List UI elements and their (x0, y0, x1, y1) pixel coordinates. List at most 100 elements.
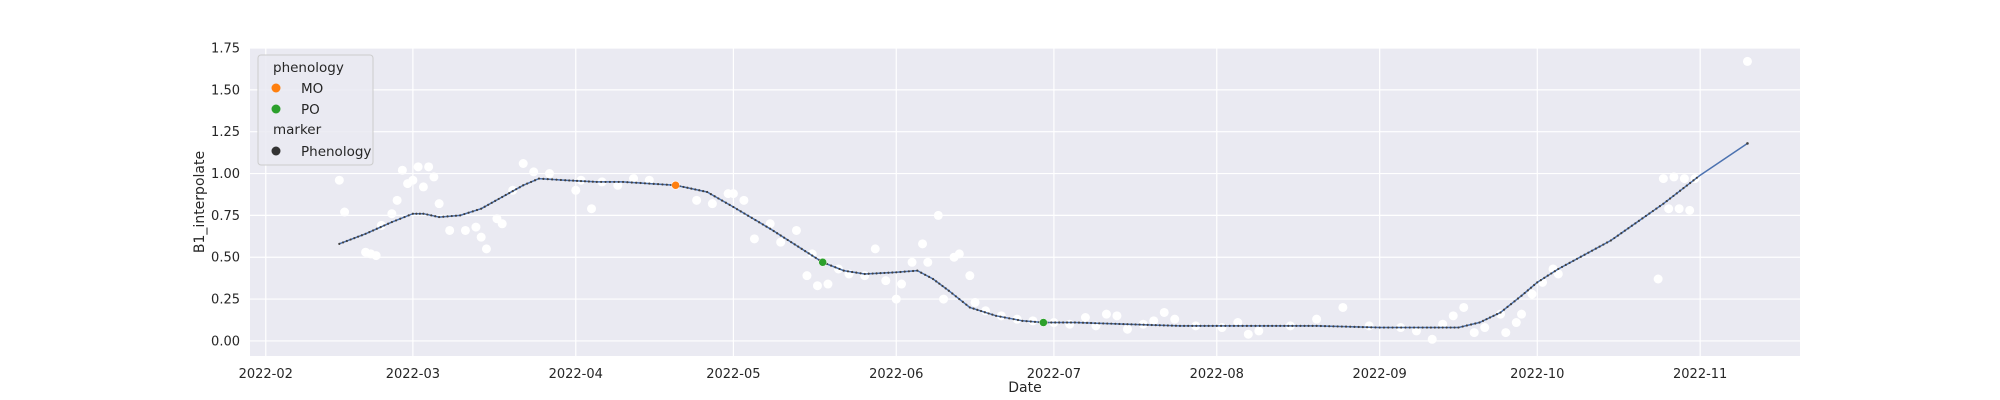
x-tick-label-9: 2022-11 (1673, 367, 1727, 382)
curve-marker-235 (1267, 324, 1270, 327)
curve-marker-173 (1012, 318, 1015, 321)
curve-marker-62 (579, 179, 583, 183)
curve-marker-231 (1250, 324, 1253, 327)
curve-marker-315 (1579, 255, 1582, 258)
curve-marker-64 (587, 180, 590, 183)
observation-point-67 (1028, 316, 1038, 326)
observation-point-12 (418, 182, 428, 192)
curve-marker-46 (515, 188, 518, 191)
observation-point-91 (1438, 319, 1448, 329)
legend-box (257, 54, 374, 166)
curve-marker-313 (1572, 259, 1575, 262)
curve-marker-49 (526, 182, 529, 185)
curve-marker-131 (851, 270, 854, 274)
curve-marker-267 (1400, 326, 1403, 329)
curve-marker-336 (1655, 207, 1658, 210)
curve-marker-27 (442, 215, 445, 218)
curve-marker-176 (1025, 320, 1028, 323)
curve-marker-190 (1081, 321, 1085, 324)
observation-point-57 (923, 257, 933, 267)
curve-marker-end (1746, 142, 1749, 145)
curve-marker-331 (1637, 219, 1640, 222)
observation-point-46 (812, 281, 822, 291)
observation-point-77 (1159, 307, 1169, 317)
curve-marker-175 (1021, 319, 1024, 322)
curve-marker-276 (1437, 326, 1440, 329)
curve-marker-82 (665, 183, 668, 186)
observation-point-100 (1527, 289, 1537, 299)
curve-marker-211 (1166, 324, 1169, 327)
curve-marker-100 (735, 208, 739, 211)
curve-marker-253 (1340, 325, 1343, 328)
curve-marker-18 (407, 214, 410, 217)
curve-marker-56 (555, 178, 558, 181)
x-tick-label-0: 2022-02 (239, 367, 293, 382)
curve-marker-329 (1630, 224, 1633, 227)
curve-marker-139 (883, 271, 886, 275)
curve-marker-344 (1682, 187, 1685, 190)
legend: phenology MO PO marker Phenology (257, 54, 374, 166)
y-tick-label-3: 0.75 (211, 209, 240, 224)
observation-point-104 (1653, 274, 1663, 284)
observation-points (334, 56, 1752, 344)
curve-marker-229 (1241, 324, 1244, 327)
curve-marker-292 (1499, 311, 1502, 314)
curve-marker-178 (1033, 320, 1037, 323)
curve-marker-117 (797, 245, 800, 248)
curve-marker-221 (1207, 324, 1210, 327)
curve-marker-74 (630, 181, 633, 184)
curve-marker-295 (1509, 303, 1513, 306)
curve-marker-87 (686, 186, 689, 189)
curve-marker-269 (1408, 326, 1411, 329)
curve-marker-223 (1215, 324, 1218, 327)
curve-marker-107 (761, 223, 764, 226)
y-tick-label-5: 1.25 (211, 125, 240, 140)
curve-marker-234 (1262, 324, 1266, 327)
curve-marker-308 (1553, 270, 1556, 273)
curve-marker-319 (1594, 247, 1597, 250)
curve-marker-60 (572, 179, 575, 182)
curve-marker-250 (1328, 325, 1331, 328)
curve-marker-91 (702, 190, 705, 193)
observation-point-20 (481, 244, 491, 254)
curve-marker-265 (1391, 326, 1394, 329)
observation-point-58 (933, 210, 943, 220)
curve-marker-300 (1526, 289, 1529, 292)
curve-marker-183 (1054, 321, 1057, 324)
curve-marker-309 (1557, 267, 1560, 271)
curve-marker-325 (1616, 234, 1619, 237)
curve-marker-192 (1089, 321, 1093, 325)
observation-point-89 (1411, 326, 1421, 336)
curve-marker-104 (750, 216, 753, 220)
curve-marker-207 (1150, 323, 1153, 327)
curve-marker-157 (951, 292, 954, 295)
curve-marker-172 (1008, 317, 1011, 320)
curve-marker-14 (390, 220, 393, 224)
curve-marker-187 (1069, 321, 1073, 324)
curve-marker-41 (497, 197, 500, 201)
curve-marker-249 (1323, 324, 1327, 328)
curve-marker-119 (804, 250, 807, 253)
curve-marker-213 (1174, 324, 1178, 327)
curve-marker-208 (1154, 323, 1157, 327)
observation-point-45 (807, 249, 817, 259)
curve-marker-134 (863, 272, 866, 276)
curve-marker-101 (739, 210, 742, 213)
curve-marker-279 (1449, 326, 1452, 329)
curve-marker-6 (360, 234, 363, 237)
curve-marker-135 (867, 272, 870, 275)
curve-marker-177 (1029, 320, 1032, 323)
curve-marker-286 (1478, 321, 1481, 324)
curve-marker-345 (1685, 184, 1688, 187)
curve-marker-171 (1003, 316, 1006, 319)
curve-marker-312 (1568, 261, 1571, 264)
observation-point-97 (1501, 328, 1511, 338)
curve-marker-270 (1412, 326, 1416, 329)
observation-point-61 (954, 249, 964, 259)
curve-marker-326 (1620, 232, 1623, 235)
curve-marker-237 (1275, 324, 1278, 327)
curve-marker-51 (533, 179, 537, 182)
curve-marker-143 (899, 270, 902, 274)
observation-point-106 (1664, 204, 1674, 214)
curve-marker-122 (814, 256, 817, 259)
